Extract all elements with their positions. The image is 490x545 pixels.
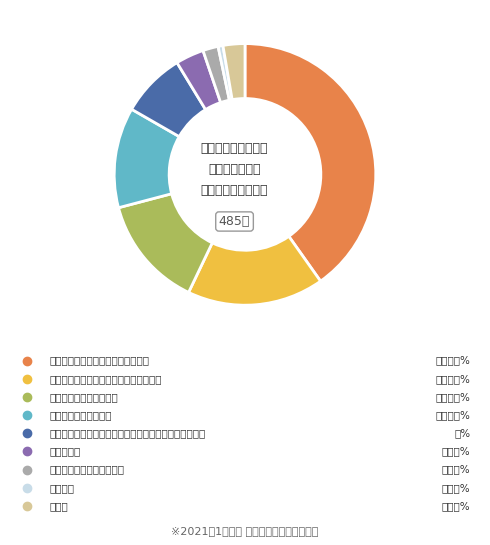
Text: プライベートでの制限: プライベートでの制限 [49, 410, 112, 420]
Text: 感染拡大下での保育: 感染拡大下での保育 [201, 142, 269, 155]
Wedge shape [203, 46, 229, 102]
Text: 予定していた行事内容の変更に伴う対応: 予定していた行事内容の変更に伴う対応 [49, 374, 162, 384]
Text: 感染の可能性を気にしながらの保育: 感染の可能性を気にしながらの保育 [49, 355, 149, 366]
Text: ４０．２%: ４０．２% [436, 355, 470, 366]
Wedge shape [132, 63, 206, 137]
Text: ※2021年1月実施 ほいくるアンケートより: ※2021年1月実施 ほいくるアンケートより [172, 526, 318, 536]
Text: その他: その他 [49, 501, 68, 511]
Text: ３．５%: ３．５% [442, 446, 470, 457]
Text: ０．６%: ０．６% [442, 483, 470, 493]
Text: 特に「負担」に: 特に「負担」に [208, 162, 261, 175]
Wedge shape [245, 44, 376, 281]
Text: 485名: 485名 [219, 215, 250, 228]
Text: １６．９%: １６．９% [436, 374, 470, 384]
Text: 玄関での受け入れなど、感染防止対策に伴う作業の増加: 玄関での受け入れなど、感染防止対策に伴う作業の増加 [49, 428, 205, 438]
Wedge shape [189, 237, 320, 305]
Wedge shape [223, 44, 245, 100]
Text: １２．４%: １２．４% [436, 410, 470, 420]
Wedge shape [218, 45, 232, 100]
Text: 特になし: 特になし [49, 483, 74, 493]
Text: ８%: ８% [454, 428, 470, 438]
Text: 消毒など、衛生面の管理: 消毒など、衛生面の管理 [49, 392, 118, 402]
Wedge shape [114, 109, 179, 208]
Text: １３．８%: １３．８% [436, 392, 470, 402]
Wedge shape [177, 51, 220, 110]
Text: 保護者対応: 保護者対応 [49, 446, 80, 457]
Text: ２．７%: ２．７% [442, 501, 470, 511]
Text: 子どものこまめな体調管理: 子どものこまめな体調管理 [49, 464, 124, 475]
Wedge shape [119, 193, 212, 293]
Text: １．９%: １．９% [442, 464, 470, 475]
Text: 感じていることは？: 感じていることは？ [201, 184, 269, 197]
